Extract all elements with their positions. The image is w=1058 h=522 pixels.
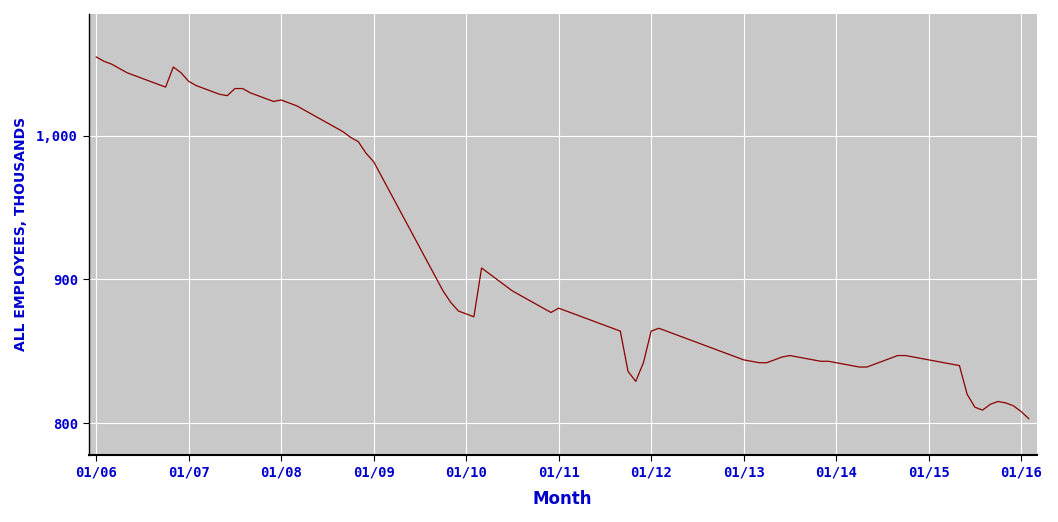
X-axis label: Month: Month — [533, 490, 592, 508]
Y-axis label: ALL EMPLOYEES, THOUSANDS: ALL EMPLOYEES, THOUSANDS — [14, 117, 28, 351]
